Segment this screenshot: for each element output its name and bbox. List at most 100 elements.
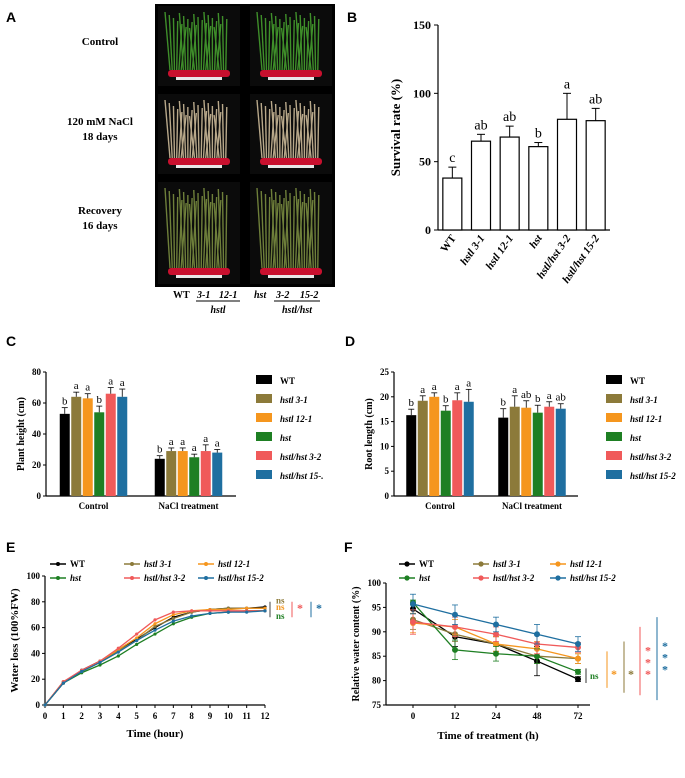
x-tick-label: 6 (153, 711, 158, 721)
data-point (171, 610, 175, 614)
photo-label-15-2: 15-2 (300, 290, 318, 301)
data-point (263, 606, 267, 610)
panel-letter-b: B (347, 9, 357, 25)
legend-swatch (256, 375, 272, 384)
series-line (44, 606, 266, 706)
pot (260, 158, 322, 165)
significance-letter: a (192, 442, 197, 454)
plant-leaf (313, 103, 317, 159)
row-label-recovery-days: 16 days (82, 220, 118, 232)
pot (168, 158, 230, 165)
y-tick-label: 20 (380, 392, 390, 402)
x-tick-label: hstl 12-1 (484, 233, 516, 272)
legend-label: hstl/hst 15-2 (218, 573, 264, 583)
y-tick-label: 95 (372, 602, 382, 612)
plant-leaf (305, 26, 312, 71)
y-tick-label: 0 (37, 491, 42, 501)
significance-mark: * (662, 651, 668, 665)
significance-letter: a (215, 438, 220, 450)
plant-leaf (272, 26, 279, 71)
plant-leaf (317, 194, 320, 269)
data-point (410, 619, 416, 626)
legend-swatch (606, 394, 622, 403)
x-axis-title: Time (hour) (127, 728, 184, 740)
x-tick-label: hstl 3-1 (458, 233, 487, 268)
panel-letter-e: E (6, 539, 15, 555)
plant-leaf (213, 196, 218, 269)
x-tick-label: 7 (171, 711, 176, 721)
x-tick-label: 8 (189, 711, 194, 721)
significance-letter: a (180, 436, 185, 448)
bar (509, 406, 520, 496)
data-point (493, 641, 499, 647)
y-tick-label: 75 (372, 700, 382, 710)
plant-leaf (270, 100, 277, 159)
plant-leaf (193, 189, 198, 269)
data-point (575, 668, 581, 675)
y-tick-label: 20 (31, 674, 41, 684)
plant-leaf (270, 111, 275, 159)
bar (499, 136, 520, 231)
significance-letter: a (169, 436, 174, 448)
significance-letter: c (449, 151, 455, 166)
plant-leaf (217, 188, 223, 269)
bar (71, 396, 82, 496)
plant-leaf (299, 14, 303, 71)
pot (168, 70, 230, 77)
y-tick-label: 60 (31, 623, 41, 633)
plant-leaf (207, 190, 211, 269)
y-tick-label: 80 (31, 597, 41, 607)
legend-swatch (256, 413, 272, 422)
bar (200, 451, 211, 496)
plant-leaf (203, 99, 209, 159)
data-point (43, 703, 47, 707)
data-point (116, 646, 120, 650)
significance-letter: ab (474, 118, 487, 133)
y-tick-label: 90 (372, 627, 382, 637)
x-axis-title: Time of treatment (h) (437, 730, 539, 742)
legend-marker (56, 562, 60, 566)
plant-leaf (292, 19, 295, 71)
data-point (135, 642, 139, 646)
plant-leaf (164, 99, 171, 159)
data-point (190, 609, 194, 613)
y-tick-label: 80 (372, 676, 382, 686)
x-tick-label: 10 (224, 711, 234, 721)
plant-leaf (164, 187, 171, 269)
plant-leaf (256, 11, 263, 71)
plant-leaf (264, 193, 268, 269)
data-point (208, 609, 212, 613)
plant-leaf (225, 18, 228, 71)
legend-swatch (606, 432, 622, 441)
legend-marker (56, 576, 60, 580)
plant-leaf (256, 187, 263, 269)
plant-leaf (274, 103, 279, 159)
legend-marker (478, 575, 484, 581)
legend-marker (204, 562, 208, 566)
data-point (493, 621, 499, 628)
bar (544, 406, 555, 496)
x-tick-label: 48 (533, 711, 543, 721)
plant-leaf (295, 187, 301, 269)
legend-label: hstl 3-1 (493, 559, 521, 569)
legend-marker (555, 575, 561, 581)
plant-leaf (225, 194, 228, 269)
legend-label: hst (70, 573, 82, 583)
plant-leaf (285, 101, 290, 159)
bar (154, 458, 165, 496)
significance-letter: b (443, 394, 449, 406)
plant-leaf (289, 104, 292, 159)
photo-label-hst: hst (254, 290, 267, 301)
y-tick-label: 50 (419, 155, 431, 169)
plant-leaf (280, 115, 288, 159)
plant-leaf (182, 191, 187, 269)
bar (452, 400, 463, 496)
pot (260, 70, 322, 77)
plant-leaf (175, 20, 179, 71)
bar (117, 396, 128, 496)
bar (417, 400, 428, 496)
significance-letter: ab (503, 110, 516, 125)
y-tick-label: 40 (32, 429, 42, 439)
significance-letter: a (547, 390, 552, 402)
